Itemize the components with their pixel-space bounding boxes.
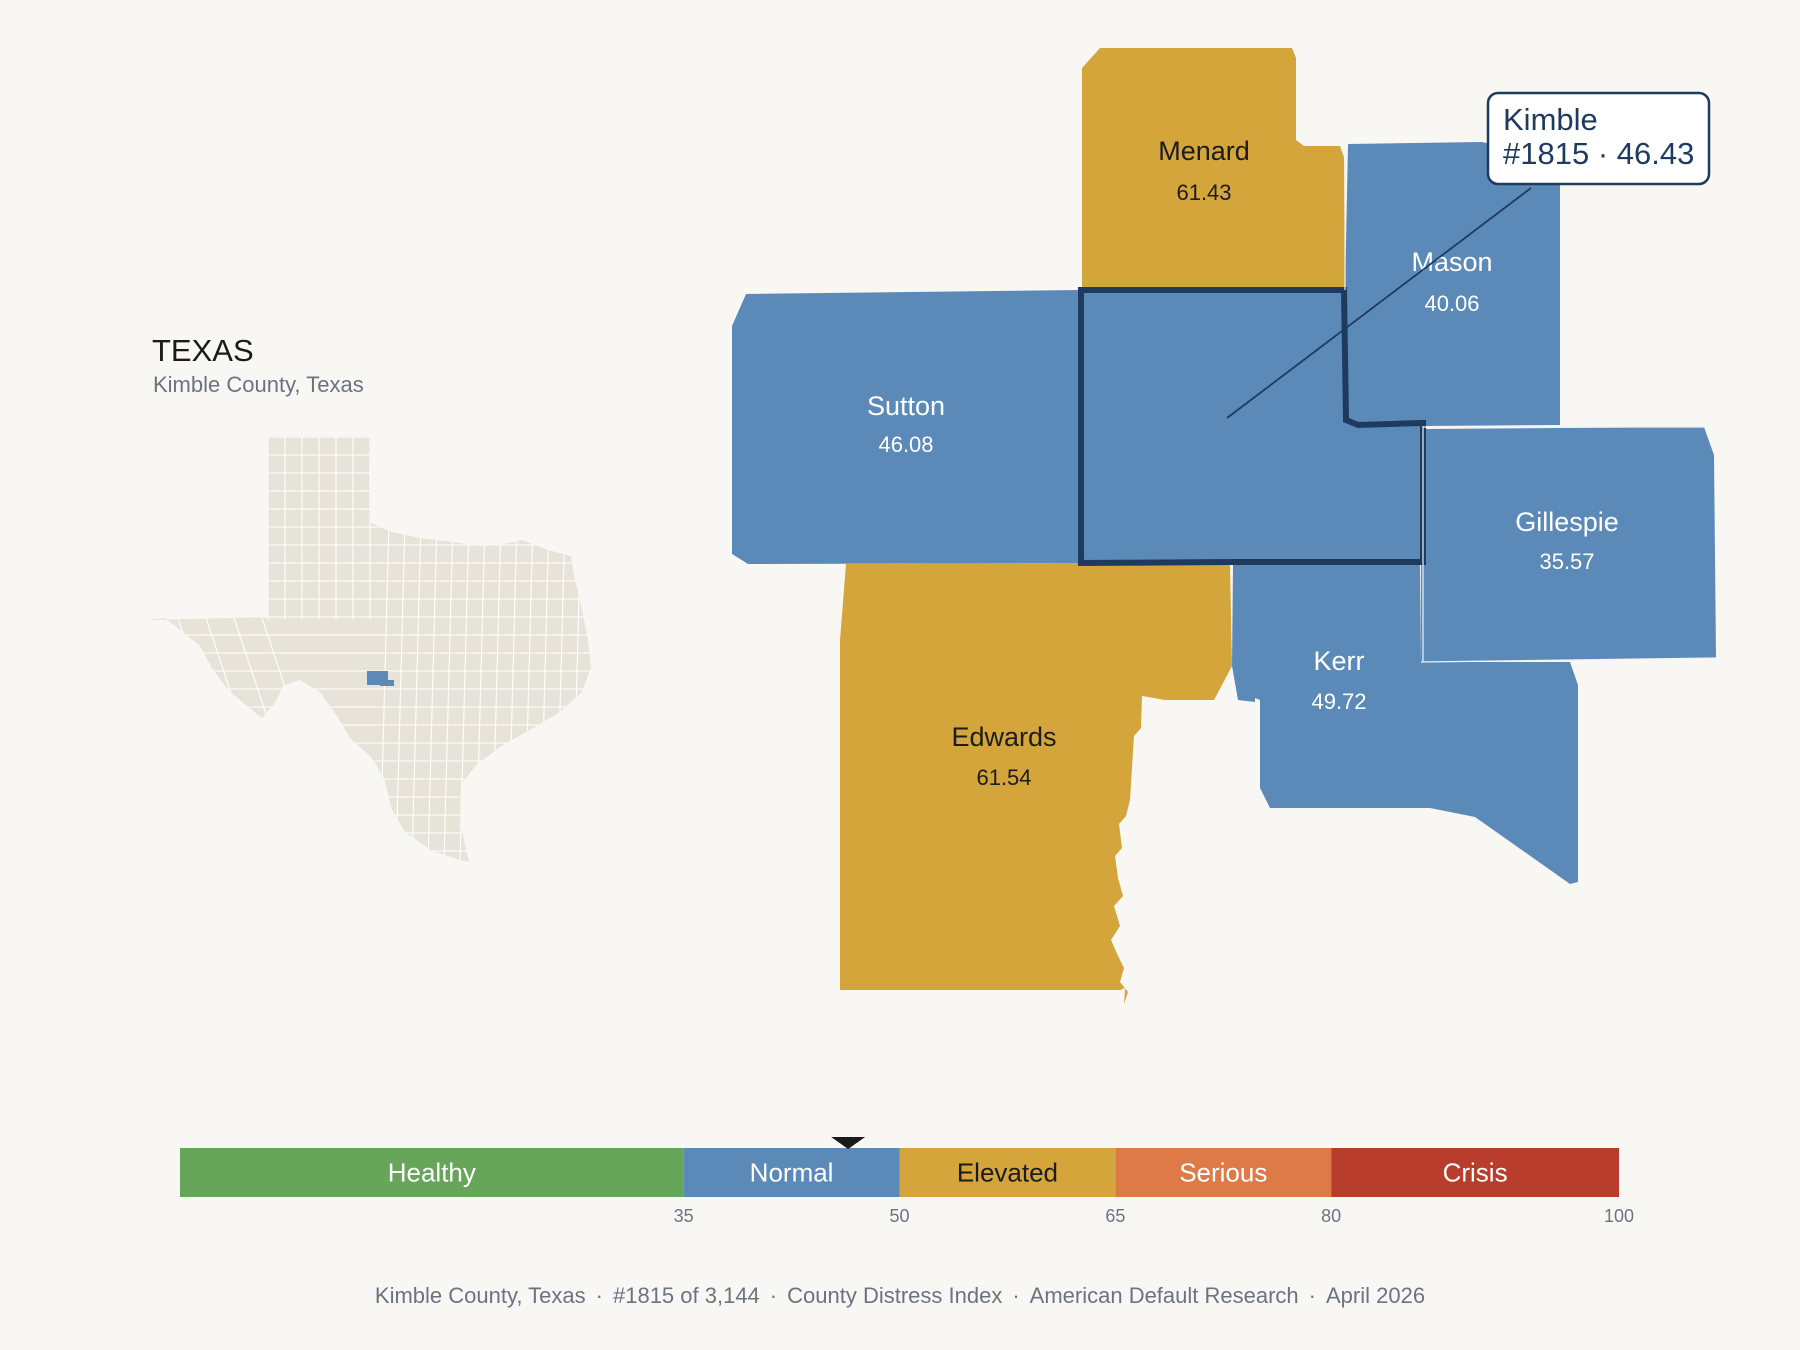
county-label-edwards: Edwards 61.54: [951, 722, 1056, 790]
county-label-menard: Menard 61.43: [1158, 136, 1250, 205]
county-name: Edwards: [951, 722, 1056, 752]
county-name: Gillespie: [1515, 507, 1619, 537]
inset-county-line: [410, 519, 422, 862]
footer-separator: ·: [769, 1283, 778, 1308]
legend-band-serious: [1115, 1148, 1332, 1197]
legend-band-label: Normal: [750, 1158, 834, 1188]
kimble-selected-outline: [1078, 287, 1426, 567]
callout-leader-line: [1226, 187, 1532, 419]
callout-county-name: Kimble: [1503, 102, 1598, 137]
footer-separator: ·: [595, 1283, 603, 1308]
legend-tick-label: 50: [889, 1206, 909, 1226]
county-name: Kerr: [1313, 646, 1364, 676]
footer: Kimble County, Texas · #1815 of 3,144 · Coun…: [0, 1283, 1800, 1309]
county-score: 40.06: [1424, 291, 1479, 316]
legend-tick-label: 65: [1105, 1206, 1125, 1226]
county-mason[interactable]: [1345, 142, 1560, 426]
legend-tick-label: 35: [674, 1206, 694, 1226]
footer-separator: ·: [1308, 1283, 1316, 1308]
legend-tick-label: 100: [1604, 1206, 1634, 1226]
inset-county-line: [426, 519, 438, 862]
inset-county-line: [233, 617, 269, 721]
inset-subtitle: Kimble County, Texas: [153, 372, 364, 397]
county-name: Mason: [1411, 247, 1492, 277]
footer-index-name: County Distress Index: [787, 1283, 1003, 1308]
legend-band-label: Crisis: [1443, 1158, 1508, 1188]
legend-band-label: Elevated: [957, 1158, 1058, 1188]
inset-county-line: [586, 519, 591, 862]
county-edwards[interactable]: [840, 563, 1232, 1004]
legend-band-healthy: [180, 1148, 684, 1197]
inset-title: TEXAS: [152, 333, 254, 368]
county-label-kerr: Kerr 49.72: [1311, 646, 1366, 714]
callout-box: [1486, 91, 1711, 186]
county-name: Sutton: [867, 391, 945, 421]
county-score: 49.72: [1311, 689, 1366, 714]
footer-date: April 2026: [1326, 1283, 1426, 1308]
county-name: Menard: [1158, 136, 1250, 166]
county-score: 61.54: [976, 765, 1031, 790]
county-sutton[interactable]: [732, 290, 1080, 564]
county-gillespie[interactable]: [1421, 427, 1716, 662]
county-score: 61.43: [1176, 180, 1231, 205]
county-kerr[interactable]: [1232, 564, 1578, 884]
legend-tick-label: 80: [1321, 1206, 1341, 1226]
texas-state-shape: [146, 437, 591, 862]
legend-band-label: Serious: [1179, 1158, 1267, 1188]
county-map: Menard 61.43 Mason 40.06 Sutton 46.08 Gi…: [732, 48, 1717, 1004]
county-label-mason: Mason 40.06: [1411, 247, 1492, 316]
county-score: 35.57: [1539, 549, 1594, 574]
county-label-gillespie: Gillespie 35.57: [1515, 507, 1619, 574]
inset-county-line: [149, 617, 185, 721]
footer-separator: ·: [1012, 1283, 1020, 1308]
county-score: 46.08: [878, 432, 933, 457]
county-menard[interactable]: [1082, 48, 1345, 290]
legend-band-elevated: [899, 1148, 1116, 1197]
score-marker-icon: [831, 1137, 866, 1149]
legend-band-label: Healthy: [388, 1158, 476, 1188]
county-label-sutton: Sutton 46.08: [867, 391, 945, 457]
legend-band-normal: [683, 1148, 900, 1197]
texas-inset: TEXAS Kimble County, Texas: [146, 333, 591, 862]
footer-county: Kimble County, Texas: [374, 1283, 586, 1308]
distress-scale-legend: Healthy Normal Elevated Serious Crisis 35 50 65…: [180, 1137, 1634, 1226]
county-kimble[interactable]: [1081, 290, 1423, 563]
footer-rank: #1815 of 3,144: [612, 1283, 760, 1308]
inset-county-line: [442, 519, 454, 862]
footer-publisher: American Default Research: [1029, 1283, 1299, 1308]
gillespie-kerr-border: [1420, 657, 1717, 663]
legend-band-crisis: [1331, 1148, 1619, 1197]
inset-county-line: [458, 519, 470, 862]
kimble-callout: Kimble #1815 · 46.43: [1486, 91, 1711, 186]
callout-rank-score: #1815 · 46.43: [1503, 136, 1694, 171]
